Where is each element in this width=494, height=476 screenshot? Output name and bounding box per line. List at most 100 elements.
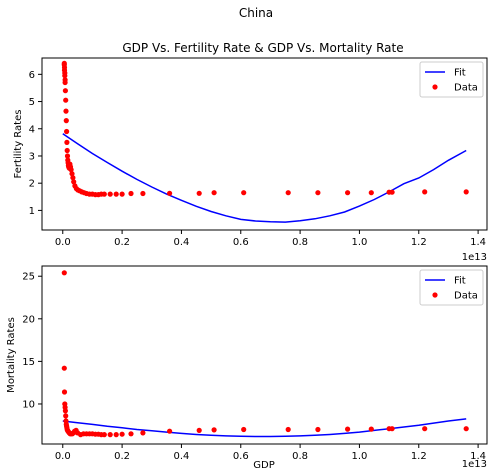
fertility-data-point: [62, 73, 68, 79]
mortality-data-point: [113, 432, 119, 438]
fertility-x-tick-label: 0.0: [55, 237, 71, 248]
fertility-data-point: [211, 190, 217, 196]
mortality-x-offset-label: 1e13: [462, 459, 487, 470]
mortality-x-tick-label: 0.4: [173, 451, 189, 462]
mortality-data-point: [63, 413, 69, 419]
fertility-axes-frame: [41, 57, 488, 231]
mortality-data-point: [345, 426, 351, 432]
fertility-data-point: [68, 167, 74, 173]
mortality-x-tick-label: 1.4: [470, 451, 486, 462]
fertility-data-point: [64, 147, 70, 154]
mortality-data-point: [368, 426, 374, 432]
fertility-data-point: [63, 118, 69, 124]
fertility-data-point: [140, 190, 146, 197]
fertility-data-point: [64, 128, 70, 135]
mortality-y-ticks: 10 15 20 25: [22, 272, 42, 410]
fertility-data-point: [196, 190, 202, 196]
fertility-data-point: [113, 191, 119, 197]
fertility-data-point: [101, 191, 107, 197]
fertility-y-axis-label: Fertility Rates: [13, 110, 24, 179]
fertility-x-offset-label: 1e13: [462, 252, 487, 263]
mortality-data-point: [167, 428, 173, 434]
fertility-legend-data-label: Data: [454, 83, 478, 94]
fertility-data-point: [422, 189, 428, 195]
mortality-panel: 0.0 0.2 0.4 0.6 0.8 1.0 1.2 1.4 10 15 20 25 Mortal…: [6, 265, 488, 471]
fertility-legend-fit-label: Fit: [454, 68, 466, 79]
fertility-x-tick-label: 0.6: [233, 237, 249, 248]
fertility-panel: GDP Vs. Fertility Rate & GDP Vs. Mortali…: [13, 41, 488, 263]
mortality-y-tick-label: 20: [22, 314, 35, 325]
fertility-y-ticks: 1 2 3 4 5 6: [29, 70, 42, 217]
mortality-data-point: [285, 426, 291, 433]
mortality-data-point: [211, 427, 217, 433]
fertility-x-ticks: 0.0 0.2 0.4 0.6 0.8 1.0 1.2 1.4: [55, 230, 486, 248]
fertility-plot-area: [61, 60, 469, 223]
fertility-y-tick-label: 6: [29, 70, 35, 81]
mortality-data-point: [128, 431, 134, 437]
fertility-data-point: [62, 88, 68, 94]
mortality-data-point: [61, 389, 68, 395]
mortality-data-point: [119, 431, 125, 437]
mortality-data-point: [61, 365, 67, 371]
mortality-x-tick-label: 0.2: [114, 451, 130, 462]
fertility-data-point: [63, 97, 69, 103]
mortality-data-point: [61, 270, 67, 276]
mortality-y-tick-label: 15: [22, 357, 35, 368]
fertility-data-point: [107, 191, 113, 197]
mortality-data-point: [389, 426, 395, 432]
fertility-data-point: [69, 171, 75, 177]
mortality-data-point: [315, 426, 321, 433]
mortality-legend-data-label: Data: [454, 291, 478, 302]
fertility-legend: Fit Data: [419, 61, 484, 98]
fertility-data-point: [63, 108, 69, 114]
mortality-legend-data-swatch: [432, 292, 438, 298]
mortality-axes-frame: [41, 265, 488, 445]
mortality-data-point: [62, 408, 68, 414]
mortality-y-tick-label: 10: [22, 399, 35, 410]
mortality-x-tick-label: 0.6: [233, 451, 249, 462]
fertility-x-tick-label: 0.4: [173, 237, 189, 248]
fertility-data-point: [128, 190, 134, 197]
fertility-x-tick-label: 1.4: [470, 237, 486, 248]
fertility-data-point: [285, 190, 291, 196]
mortality-data-point: [107, 432, 113, 438]
fertility-data-point: [119, 191, 125, 197]
mortality-data-point: [241, 426, 247, 433]
mortality-data-point: [140, 430, 146, 436]
fertility-y-tick-label: 4: [29, 124, 35, 135]
mortality-data-point: [422, 426, 428, 432]
fertility-chart-title: GDP Vs. Fertility Rate & GDP Vs. Mortali…: [122, 41, 403, 55]
fertility-data-point: [167, 190, 173, 196]
mortality-x-tick-label: 1.2: [411, 451, 427, 462]
mortality-legend-fit-label: Fit: [454, 276, 466, 287]
fertility-fit-line: [62, 133, 467, 223]
mortality-plot-area: [61, 270, 469, 438]
mortality-legend: Fit Data: [419, 269, 484, 306]
fertility-y-tick-label: 3: [29, 151, 35, 162]
fertility-y-tick-label: 2: [29, 179, 35, 190]
mortality-x-tick-label: 0.8: [292, 451, 308, 462]
fertility-data-point: [368, 190, 374, 196]
mortality-fit-line: [62, 418, 467, 438]
fertility-data-point: [463, 189, 469, 195]
figure-suptitle: China: [239, 6, 273, 20]
fertility-data-point: [71, 179, 77, 185]
mortality-data-point: [463, 426, 469, 432]
fertility-data-point: [315, 190, 321, 196]
fertility-x-tick-label: 1.0: [351, 237, 367, 248]
mortality-y-tick-label: 25: [22, 272, 35, 283]
fertility-x-tick-label: 0.2: [114, 237, 130, 248]
fertility-data-point: [345, 190, 351, 196]
fertility-y-tick-label: 1: [29, 206, 35, 217]
mortality-data-point: [196, 427, 202, 433]
fertility-legend-data-swatch: [432, 84, 438, 90]
mortality-y-axis-label: Mortality Rates: [6, 317, 17, 393]
fertility-data-point: [389, 189, 395, 195]
fertility-data-point: [64, 153, 71, 159]
mortality-x-ticks: 0.0 0.2 0.4 0.6 0.8 1.0 1.2 1.4: [55, 444, 486, 462]
fertility-x-tick-label: 1.2: [411, 237, 427, 248]
fertility-data-point: [62, 79, 68, 86]
fertility-data-point: [70, 175, 76, 181]
mortality-x-axis-label: GDP: [253, 460, 274, 471]
